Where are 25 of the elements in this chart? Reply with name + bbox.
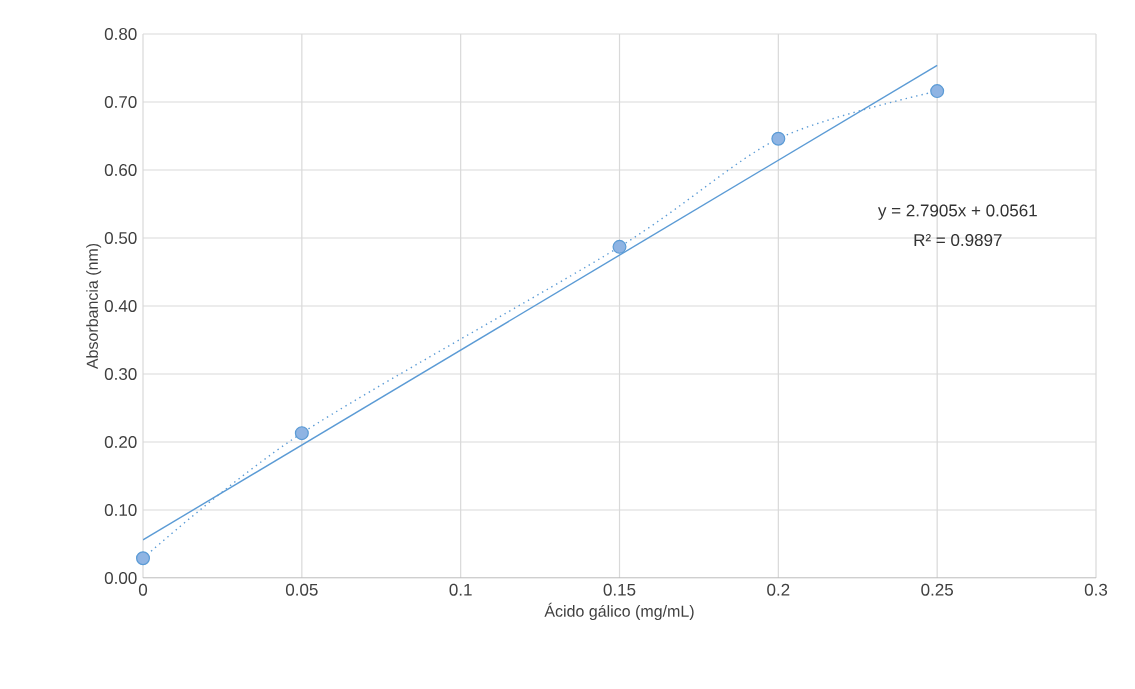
- point: [294, 426, 309, 441]
- y-tick-label: 0.60: [104, 163, 137, 176]
- x-tick-label: 0.05: [285, 583, 318, 596]
- x-tick-label: 0: [138, 583, 148, 596]
- y-tick-label: 0.20: [104, 435, 137, 448]
- y-tick-label: 0.40: [104, 299, 137, 312]
- y-tick-label: 0.10: [104, 503, 137, 516]
- x-tick-label: 0.25: [921, 583, 954, 596]
- point: [771, 131, 786, 146]
- x-tick-label: 0.15: [603, 583, 636, 596]
- x-axis-title: Ácido gálico (mg/mL): [544, 602, 694, 621]
- y-tick-label: 0.80: [104, 27, 137, 40]
- annotation: R² = 0.9897: [914, 234, 1002, 247]
- point: [612, 239, 627, 254]
- y-axis-title: Absorbancia (nm): [86, 243, 102, 370]
- x-tick-label: 0.3: [1084, 583, 1108, 596]
- y-tick-label: 0.00: [104, 571, 137, 584]
- annotation: y = 2.7905x + 0.0561: [877, 204, 1037, 220]
- point: [136, 551, 151, 566]
- y-tick-label: 0.50: [104, 231, 137, 244]
- y-tick-label: 0.70: [104, 95, 137, 108]
- x-tick-label: 0.1: [449, 583, 472, 596]
- point: [930, 84, 945, 99]
- y-tick-label: 0.30: [104, 367, 137, 380]
- x-tick-label: 0.2: [767, 583, 790, 596]
